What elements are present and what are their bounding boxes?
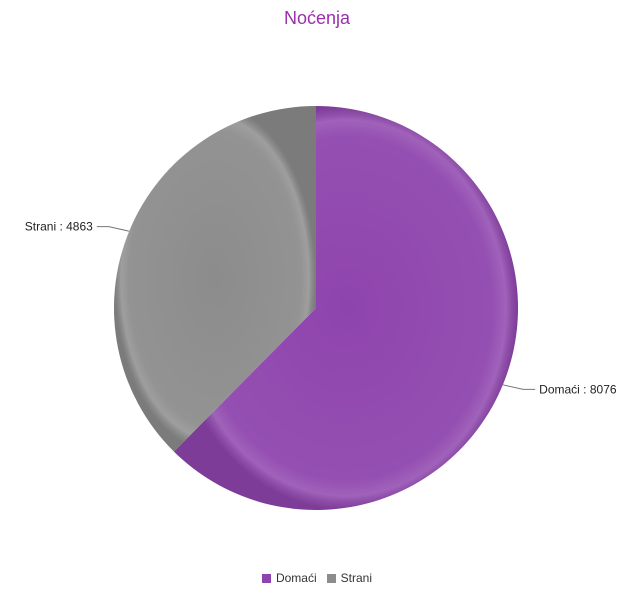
legend-swatch bbox=[326, 573, 336, 583]
data-label-strani: Strani : 4863 bbox=[25, 220, 93, 234]
legend-swatch bbox=[261, 573, 271, 583]
legend-label: Strani bbox=[340, 571, 373, 585]
legend-item-strani[interactable]: Strani bbox=[326, 571, 373, 585]
chart-title: Noćenja bbox=[283, 8, 351, 28]
legend-item-doma-i[interactable]: Domaći bbox=[261, 571, 317, 585]
data-label-doma-i: Domaći : 8076 bbox=[539, 382, 617, 396]
legend: Domaći Strani bbox=[0, 571, 634, 585]
pie-labels: Domaći : 8076 Strani : 4863 bbox=[25, 220, 617, 397]
label-leader-line bbox=[502, 384, 536, 390]
legend-label: Domaći bbox=[275, 571, 317, 585]
label-leader-line bbox=[96, 226, 130, 232]
pie-slices bbox=[113, 106, 518, 510]
